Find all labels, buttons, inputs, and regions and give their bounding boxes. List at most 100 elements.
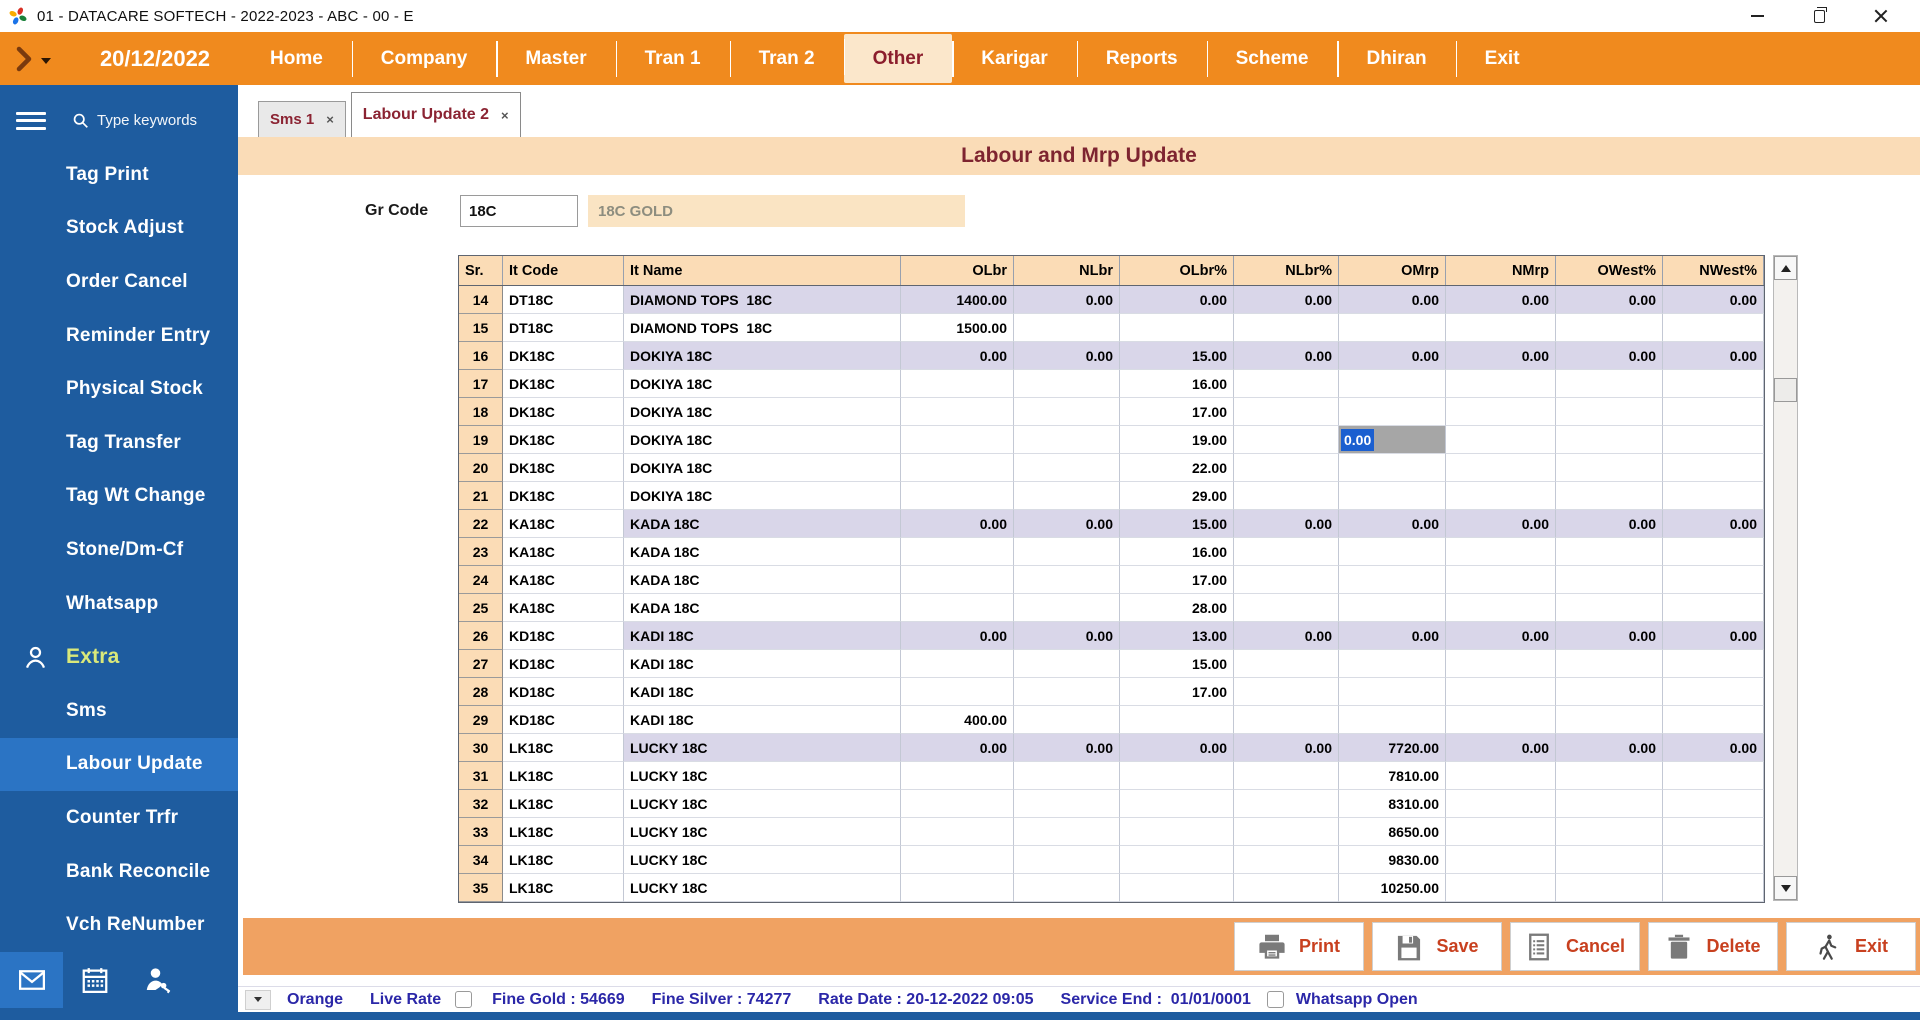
cell-it_code[interactable]: DT18C (503, 286, 624, 314)
cell-nwest_pct[interactable] (1663, 482, 1764, 510)
cell-sr[interactable]: 33 (459, 818, 503, 846)
cell-olbr_pct[interactable] (1120, 874, 1234, 902)
cell-sr[interactable]: 15 (459, 314, 503, 342)
cell-omrp[interactable] (1339, 538, 1446, 566)
calendar-button[interactable] (63, 952, 126, 1008)
cell-nlbr_pct[interactable] (1234, 818, 1339, 846)
whatsapp-checkbox[interactable] (1266, 991, 1284, 1008)
cell-nlbr_pct[interactable] (1234, 426, 1339, 454)
cell-olbr[interactable]: 0.00 (901, 510, 1014, 538)
cell-omrp[interactable]: 8650.00 (1339, 818, 1446, 846)
cell-nmrp[interactable] (1446, 426, 1556, 454)
cell-nmrp[interactable] (1446, 790, 1556, 818)
cell-olbr_pct[interactable]: 16.00 (1120, 370, 1234, 398)
cell-sr[interactable]: 20 (459, 454, 503, 482)
search-input[interactable] (97, 112, 215, 129)
menu-item-master[interactable]: Master (496, 36, 615, 82)
delete-button[interactable]: Delete (1648, 922, 1778, 971)
cell-nlbr[interactable] (1014, 538, 1120, 566)
cell-nwest_pct[interactable] (1663, 790, 1764, 818)
cell-omrp[interactable]: 10250.00 (1339, 874, 1446, 902)
cell-olbr_pct[interactable]: 29.00 (1120, 482, 1234, 510)
close-button[interactable] (1850, 0, 1912, 32)
cell-owest_pct[interactable]: 0.00 (1556, 734, 1663, 762)
cell-owest_pct[interactable] (1556, 566, 1663, 594)
cell-nmrp[interactable] (1446, 706, 1556, 734)
sidebar-item-bank-reconcile[interactable]: Bank Reconcile (0, 845, 238, 899)
cell-omrp[interactable]: 0.00 (1339, 622, 1446, 650)
menu-item-tran-1[interactable]: Tran 1 (615, 36, 730, 82)
cell-nlbr_pct[interactable] (1234, 762, 1339, 790)
cell-nmrp[interactable] (1446, 650, 1556, 678)
cell-it_code[interactable]: KA18C (503, 538, 624, 566)
cell-nmrp[interactable] (1446, 762, 1556, 790)
cell-nlbr_pct[interactable]: 0.00 (1234, 286, 1339, 314)
cell-nlbr_pct[interactable] (1234, 538, 1339, 566)
cell-nlbr_pct[interactable] (1234, 790, 1339, 818)
cell-sr[interactable]: 24 (459, 566, 503, 594)
cell-it_code[interactable]: LK18C (503, 762, 624, 790)
cell-nwest_pct[interactable] (1663, 398, 1764, 426)
cell-nlbr[interactable]: 0.00 (1014, 286, 1120, 314)
cell-nwest_pct[interactable]: 0.00 (1663, 286, 1764, 314)
cell-nlbr[interactable] (1014, 678, 1120, 706)
cell-it_code[interactable]: DK18C (503, 482, 624, 510)
save-button[interactable]: Save (1372, 922, 1502, 971)
cell-nwest_pct[interactable] (1663, 678, 1764, 706)
cell-nlbr_pct[interactable] (1234, 594, 1339, 622)
cell-nwest_pct[interactable] (1663, 874, 1764, 902)
cell-owest_pct[interactable] (1556, 482, 1663, 510)
sidebar-item-labour-update[interactable]: Labour Update (0, 737, 238, 792)
cell-owest_pct[interactable]: 0.00 (1556, 286, 1663, 314)
cell-nlbr_pct[interactable] (1234, 398, 1339, 426)
cell-nwest_pct[interactable] (1663, 314, 1764, 342)
print-button[interactable]: Print (1234, 922, 1364, 971)
sidebar-item-stock-adjust[interactable]: Stock Adjust (0, 202, 238, 256)
cell-sr[interactable]: 21 (459, 482, 503, 510)
tab-sms-1[interactable]: Sms 1 × (258, 101, 346, 137)
cell-it_name[interactable]: DOKIYA 18C (624, 370, 901, 398)
cell-omrp[interactable] (1339, 678, 1446, 706)
cell-olbr_pct[interactable]: 15.00 (1120, 510, 1234, 538)
cell-nlbr_pct[interactable]: 0.00 (1234, 622, 1339, 650)
cell-olbr[interactable] (901, 566, 1014, 594)
menu-item-scheme[interactable]: Scheme (1206, 36, 1338, 82)
cell-olbr_pct[interactable] (1120, 846, 1234, 874)
cell-nmrp[interactable]: 0.00 (1446, 510, 1556, 538)
menu-item-tran-2[interactable]: Tran 2 (729, 36, 844, 82)
cell-nlbr_pct[interactable] (1234, 706, 1339, 734)
cell-nwest_pct[interactable] (1663, 426, 1764, 454)
cell-olbr[interactable] (901, 846, 1014, 874)
cell-olbr_pct[interactable] (1120, 818, 1234, 846)
cell-nlbr[interactable] (1014, 398, 1120, 426)
cell-olbr[interactable] (901, 538, 1014, 566)
cell-owest_pct[interactable] (1556, 314, 1663, 342)
cell-nmrp[interactable] (1446, 846, 1556, 874)
cell-omrp[interactable]: 8310.00 (1339, 790, 1446, 818)
cell-nlbr_pct[interactable] (1234, 482, 1339, 510)
cell-nmrp[interactable] (1446, 678, 1556, 706)
cell-nwest_pct[interactable]: 0.00 (1663, 734, 1764, 762)
cell-owest_pct[interactable] (1556, 538, 1663, 566)
cell-nwest_pct[interactable] (1663, 818, 1764, 846)
cell-nmrp[interactable] (1446, 398, 1556, 426)
cell-nlbr_pct[interactable]: 0.00 (1234, 510, 1339, 538)
cell-olbr_pct[interactable]: 19.00 (1120, 426, 1234, 454)
cell-it_name[interactable]: LUCKY 18C (624, 846, 901, 874)
sidebar-item-tag-transfer[interactable]: Tag Transfer (0, 416, 238, 470)
cell-olbr_pct[interactable] (1120, 790, 1234, 818)
cell-it_name[interactable]: DIAMOND TOPS 18C (624, 314, 901, 342)
cell-it_name[interactable]: KADA 18C (624, 510, 901, 538)
cell-owest_pct[interactable]: 0.00 (1556, 342, 1663, 370)
menu-expand-button[interactable] (14, 46, 51, 72)
cell-nlbr_pct[interactable] (1234, 678, 1339, 706)
cell-olbr[interactable] (901, 482, 1014, 510)
cell-sr[interactable]: 14 (459, 286, 503, 314)
cell-owest_pct[interactable] (1556, 398, 1663, 426)
cell-omrp[interactable]: 9830.00 (1339, 846, 1446, 874)
cell-it_name[interactable]: KADI 18C (624, 706, 901, 734)
cell-olbr[interactable] (901, 370, 1014, 398)
cell-it_name[interactable]: LUCKY 18C (624, 790, 901, 818)
cell-olbr[interactable] (901, 762, 1014, 790)
cell-omrp[interactable] (1339, 566, 1446, 594)
